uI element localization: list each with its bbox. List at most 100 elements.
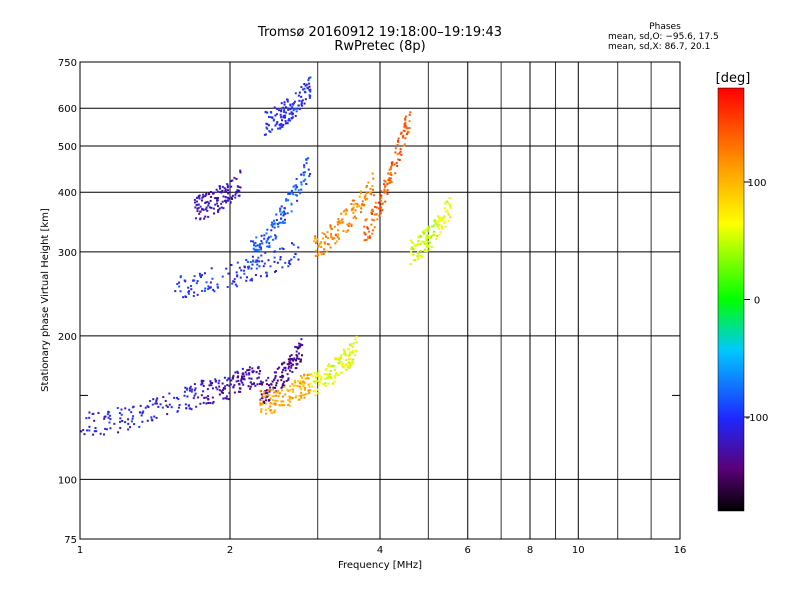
echo-point bbox=[216, 388, 219, 391]
echo-point bbox=[297, 357, 300, 360]
echo-point bbox=[326, 231, 329, 234]
echo-point bbox=[334, 357, 337, 360]
echo-point bbox=[264, 392, 267, 395]
echo-point bbox=[216, 190, 219, 193]
echo-point bbox=[194, 217, 197, 220]
echo-point bbox=[386, 192, 389, 195]
echo-point bbox=[292, 193, 295, 196]
echo-point bbox=[220, 206, 223, 209]
echo-point bbox=[290, 397, 293, 400]
y-tick-label: 100 bbox=[58, 475, 77, 486]
echo-point bbox=[280, 107, 283, 110]
echo-point bbox=[403, 144, 406, 147]
echo-point bbox=[304, 171, 307, 174]
echo-point bbox=[241, 377, 244, 380]
echo-point bbox=[278, 404, 281, 407]
echo-point bbox=[210, 267, 213, 270]
echo-point bbox=[399, 132, 402, 135]
echo-point bbox=[289, 388, 292, 391]
echo-point bbox=[436, 215, 439, 218]
echo-point bbox=[342, 348, 345, 351]
echo-point bbox=[218, 389, 221, 392]
echo-point bbox=[375, 206, 378, 209]
echo-point bbox=[351, 207, 354, 210]
echo-point bbox=[290, 258, 293, 261]
echo-point bbox=[331, 364, 334, 367]
echo-point bbox=[447, 212, 450, 215]
echo-point bbox=[274, 404, 277, 407]
echo-point bbox=[305, 158, 308, 161]
echo-point bbox=[352, 211, 355, 214]
echo-point bbox=[379, 208, 382, 211]
echo-point bbox=[200, 199, 203, 202]
echo-point bbox=[260, 248, 263, 251]
echo-point bbox=[260, 408, 263, 411]
echo-point bbox=[88, 416, 91, 419]
echo-point bbox=[314, 237, 317, 240]
echo-point bbox=[295, 110, 298, 113]
echo-point bbox=[183, 394, 186, 397]
title-program: RwPretec (8p) bbox=[334, 39, 426, 54]
echo-point bbox=[207, 204, 210, 207]
echo-point bbox=[278, 247, 281, 250]
echo-point bbox=[281, 385, 284, 388]
echo-point bbox=[259, 389, 262, 392]
echo-point bbox=[229, 383, 232, 386]
echo-point bbox=[298, 385, 301, 388]
echo-point bbox=[294, 92, 297, 95]
echo-point bbox=[276, 108, 279, 111]
echo-point bbox=[254, 384, 257, 387]
echo-point bbox=[179, 290, 182, 293]
echo-point bbox=[324, 384, 327, 387]
echo-point bbox=[353, 215, 356, 218]
echo-point bbox=[278, 366, 281, 369]
echo-point bbox=[366, 198, 369, 201]
echo-point bbox=[273, 106, 276, 109]
echo-point bbox=[178, 281, 181, 284]
echo-point bbox=[195, 405, 198, 408]
phases-heading: Phases bbox=[649, 22, 681, 32]
echo-point bbox=[347, 364, 350, 367]
echo-point bbox=[383, 179, 386, 182]
echo-point bbox=[221, 200, 224, 203]
echo-point bbox=[372, 229, 375, 232]
echo-point bbox=[187, 286, 190, 289]
echo-point bbox=[296, 357, 299, 360]
echo-point bbox=[248, 372, 251, 375]
echo-point bbox=[424, 249, 427, 252]
echo-point bbox=[371, 172, 374, 175]
echo-point bbox=[290, 189, 293, 192]
echo-point bbox=[307, 168, 310, 171]
echo-point bbox=[199, 210, 202, 213]
echo-point bbox=[342, 366, 345, 369]
echo-point bbox=[300, 391, 303, 394]
echo-point bbox=[287, 403, 290, 406]
echo-point bbox=[303, 102, 306, 105]
echo-point bbox=[427, 230, 430, 233]
echo-point bbox=[212, 207, 215, 210]
echo-point bbox=[290, 191, 293, 194]
echo-point bbox=[226, 286, 229, 289]
echo-point bbox=[402, 134, 405, 137]
echo-point bbox=[316, 374, 319, 377]
y-tick-label: 750 bbox=[58, 58, 77, 69]
echo-point bbox=[231, 179, 234, 182]
echo-point bbox=[227, 398, 230, 401]
echo-point bbox=[301, 88, 304, 91]
echo-point bbox=[308, 391, 311, 394]
echo-point bbox=[349, 362, 352, 365]
echo-point bbox=[302, 394, 305, 397]
echo-point bbox=[305, 393, 308, 396]
echo-point bbox=[324, 242, 327, 245]
echo-point bbox=[215, 188, 218, 191]
echo-point bbox=[308, 385, 311, 388]
echo-point bbox=[289, 369, 292, 372]
echo-point bbox=[200, 276, 203, 279]
echo-point bbox=[274, 114, 277, 117]
echo-point bbox=[209, 281, 212, 284]
echo-point bbox=[390, 163, 393, 166]
echo-point bbox=[337, 229, 340, 232]
echo-point bbox=[241, 367, 244, 370]
echo-point bbox=[418, 234, 421, 237]
echo-point bbox=[285, 199, 288, 202]
